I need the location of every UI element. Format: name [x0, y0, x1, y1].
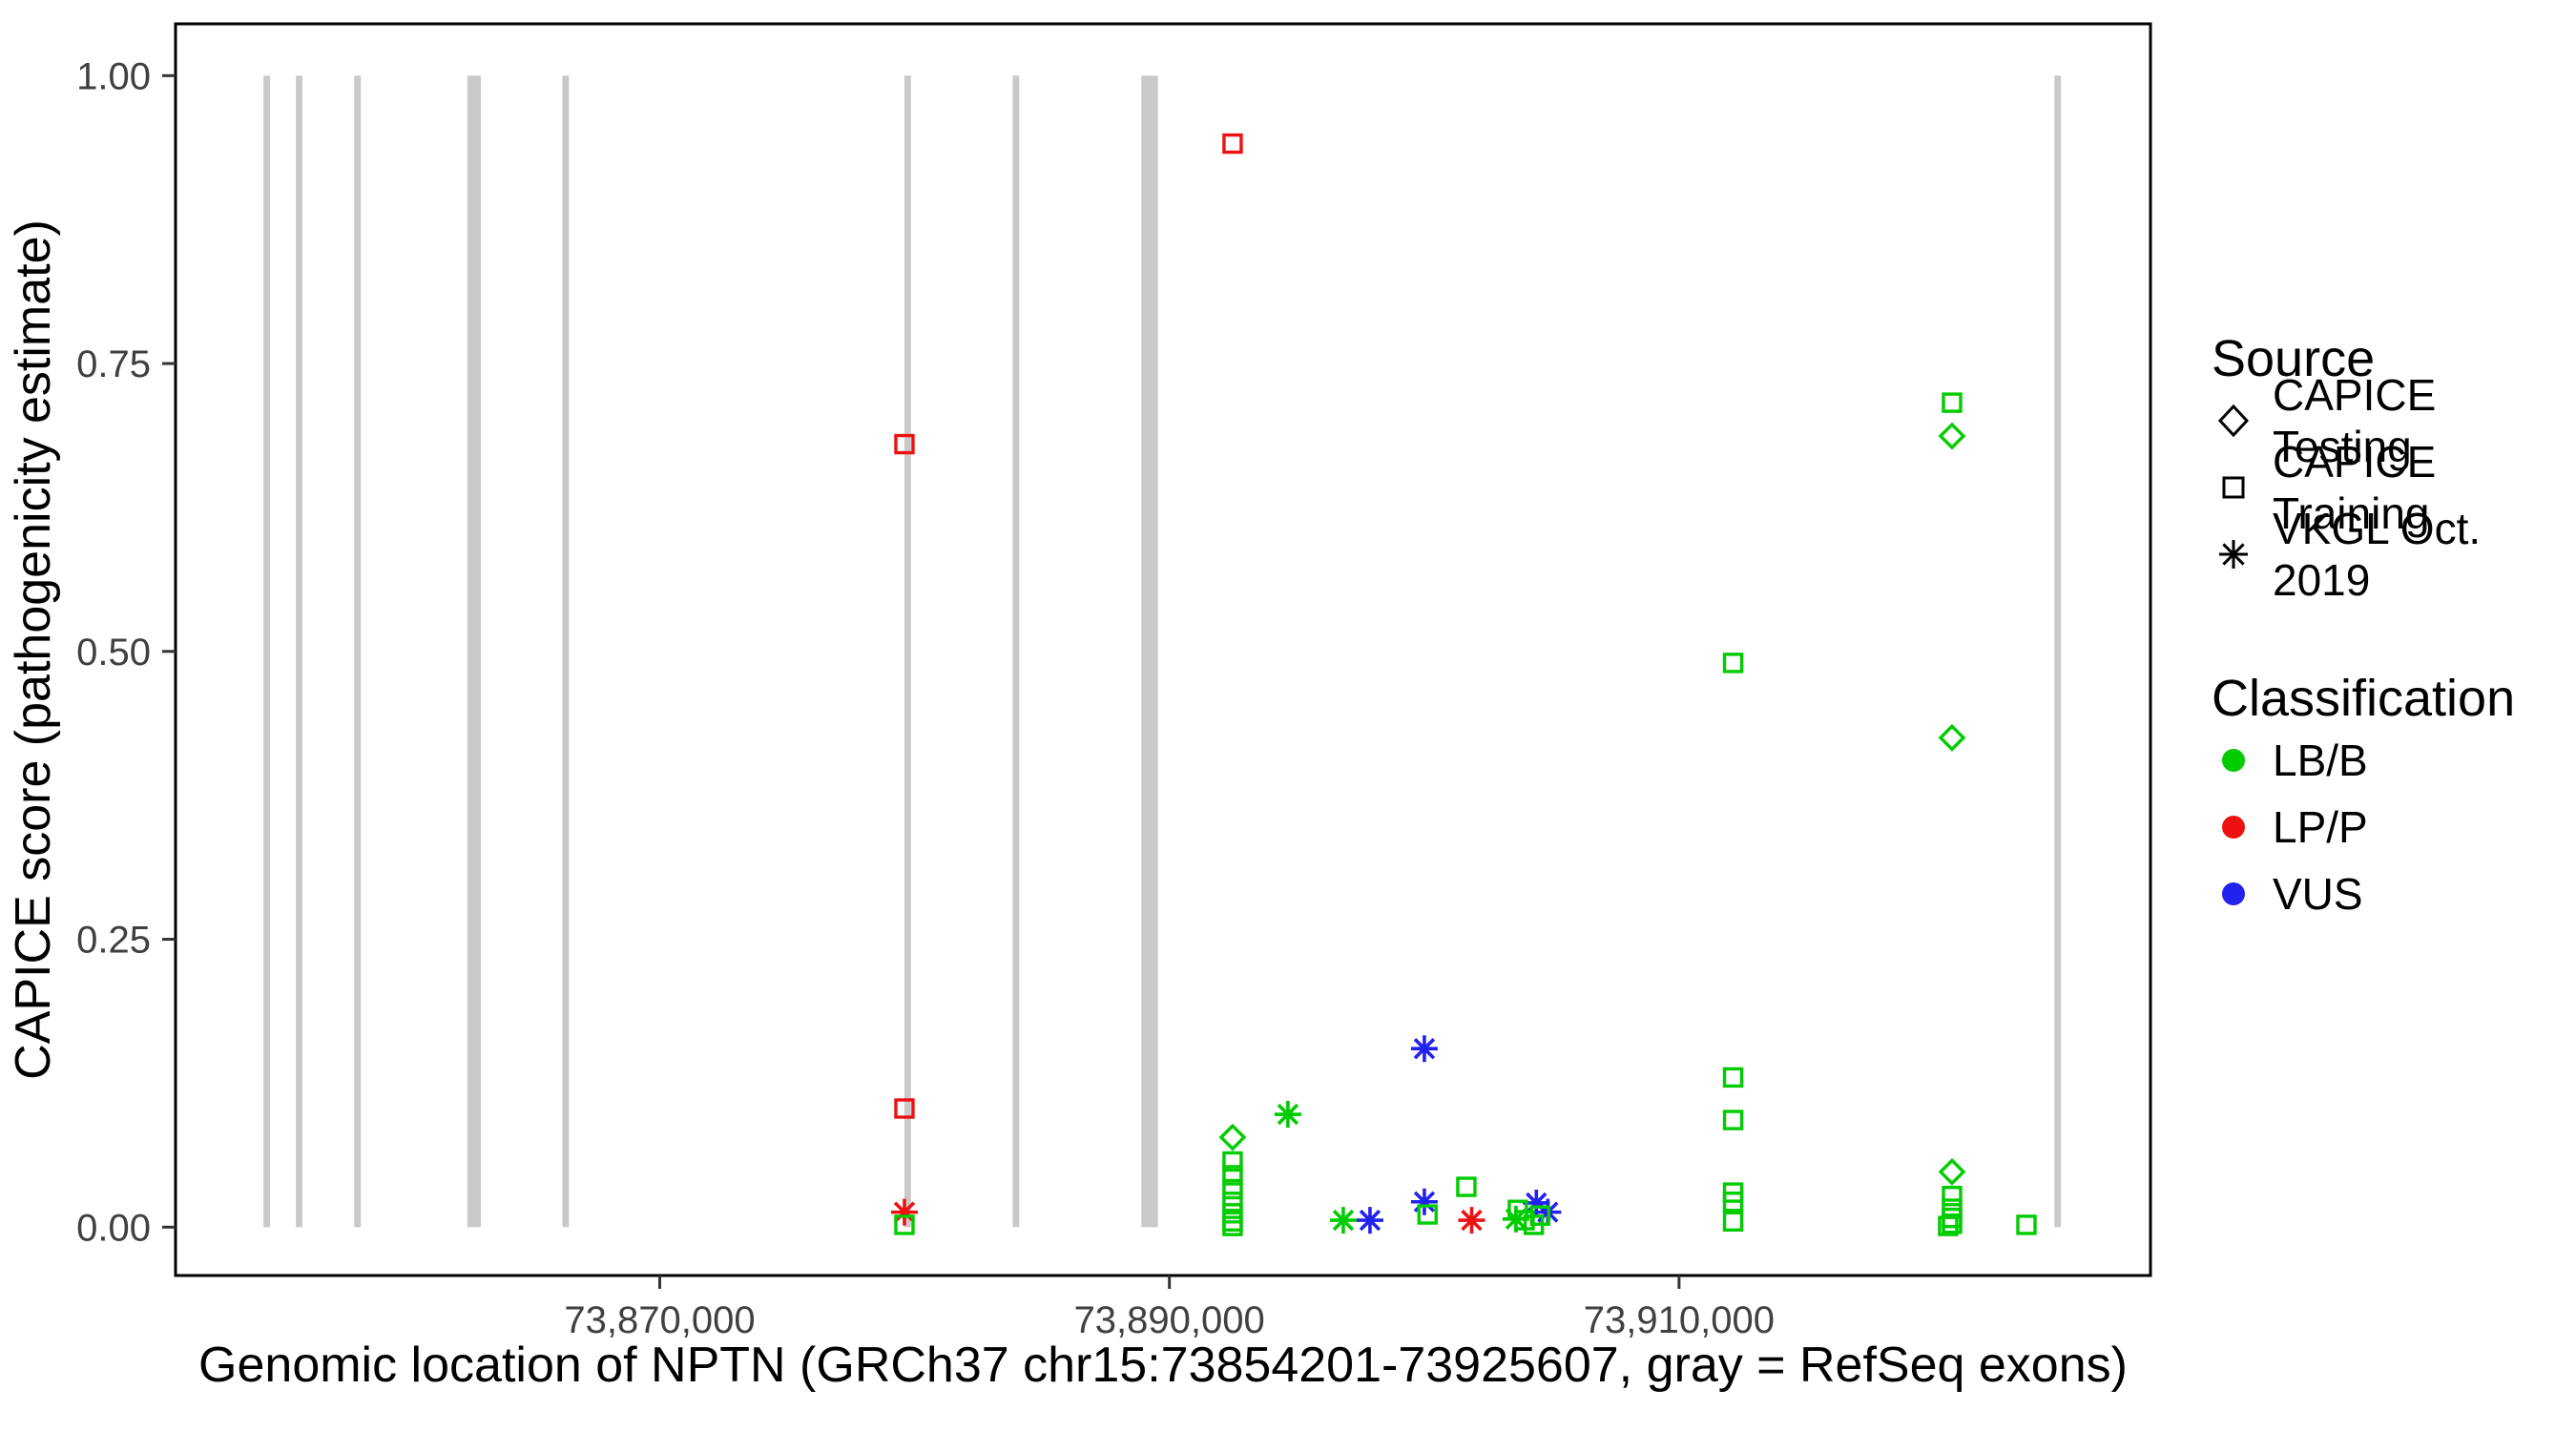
y-axis-tick-label: 0.00: [76, 1207, 151, 1249]
lbb-color-dot: [2222, 749, 2245, 772]
square-icon: [2212, 466, 2255, 509]
legend-item-label: LB/B: [2273, 736, 2368, 785]
refseq-exon-bar: [2054, 75, 2062, 1228]
legend-item-capice-training: CAPICE Training: [2212, 437, 2576, 538]
data-point-square: [1942, 1213, 1963, 1234]
data-point-square: [1722, 1067, 1744, 1089]
legend-item-capice-testing: CAPICE Testing: [2212, 370, 2576, 471]
data-point-square: [894, 1098, 915, 1119]
x-axis-tick-label: 73,890,000: [1074, 1299, 1265, 1341]
data-point-diamond: [1938, 723, 1966, 752]
data-point-asterisk: [890, 1198, 918, 1226]
diamond-icon: [2212, 399, 2255, 443]
data-point-square: [1222, 1165, 1243, 1186]
data-point-square: [1222, 1215, 1243, 1236]
legend-classification-title: Classification: [2212, 670, 2516, 727]
legend-item-lpp: LP/P: [2212, 794, 2576, 861]
data-point-square: [1529, 1205, 1551, 1226]
asterisk-icon: [2212, 532, 2255, 576]
refseq-exon-bar: [296, 75, 303, 1228]
refseq-exon-bar: [562, 75, 570, 1228]
legend-source: Source CAPICE Testing CAPICE Training VK…: [2212, 330, 2576, 605]
plot-panel-border: [174, 22, 2152, 1277]
data-point-square: [1456, 1176, 1477, 1197]
x-axis-tick-label: 73,870,000: [564, 1299, 755, 1341]
y-axis-tick-label: 1.00: [76, 55, 151, 97]
y-axis-tick-label: 0.50: [76, 632, 151, 674]
data-point-diamond: [1938, 422, 1966, 450]
data-point-square: [894, 433, 915, 455]
data-point-square: [1938, 1215, 1959, 1236]
data-point-square: [1722, 1110, 1744, 1130]
data-point-asterisk: [1274, 1101, 1301, 1129]
legend-source-title: Source: [2212, 330, 2376, 387]
legend-item-label: CAPICE Testing: [2273, 370, 2437, 471]
data-point-asterisk: [1329, 1207, 1357, 1234]
data-point-square: [1722, 1192, 1744, 1213]
lpp-color-dot: [2222, 816, 2245, 839]
legend-classification: Classification LB/B LP/P VUS: [2212, 670, 2576, 927]
data-point-square: [894, 1214, 915, 1235]
data-point-square: [1722, 653, 1744, 674]
data-point-square: [1722, 1211, 1744, 1232]
legend-item-label: VKGL Oct. 2019: [2273, 504, 2482, 605]
data-point-asterisk: [1523, 1189, 1550, 1216]
refseq-exon-bar: [1141, 75, 1158, 1228]
data-point-asterisk: [1356, 1207, 1383, 1234]
refseq-exon-bar: [904, 75, 911, 1228]
x-axis-tick-label: 73,910,000: [1584, 1299, 1775, 1341]
data-point-square: [1222, 1151, 1243, 1172]
y-axis-label: CAPICE score (pathogenicity estimate): [6, 219, 61, 1080]
legend-item-vus: VUS: [2212, 861, 2576, 927]
data-point-square: [1222, 1178, 1243, 1200]
data-point-square: [1222, 133, 1243, 155]
data-point-square: [1507, 1199, 1528, 1220]
refseq-exon-bar: [263, 75, 271, 1228]
data-point-diamond: [1218, 1123, 1247, 1151]
y-axis-tick-label: 0.25: [76, 920, 151, 962]
data-point-square: [1417, 1204, 1438, 1225]
refseq-exon-bar: [354, 75, 362, 1228]
refseq-exon-bar: [467, 75, 481, 1228]
data-point-asterisk: [1410, 1188, 1438, 1215]
data-point-asterisk: [1410, 1035, 1438, 1063]
legend-item-label: VUS: [2273, 869, 2363, 919]
data-point-square: [1942, 392, 1963, 413]
data-point-square: [2016, 1214, 2037, 1235]
legend-gap: [2212, 588, 2576, 670]
y-axis-tick-label: 0.75: [76, 343, 151, 385]
data-point-square: [1222, 1192, 1243, 1213]
legend-item-label: LP/P: [2273, 802, 2368, 852]
x-axis-label: Genomic location of NPTN (GRCh37 chr15:7…: [198, 1338, 2128, 1393]
legend-item-vkgl: VKGL Oct. 2019: [2212, 504, 2576, 605]
vus-color-dot: [2222, 882, 2245, 905]
legend-item-lbb: LB/B: [2212, 727, 2576, 794]
legend: Source CAPICE Testing CAPICE Training VK…: [2212, 330, 2576, 927]
data-point-square: [1942, 1186, 1963, 1207]
data-point-diamond: [1938, 1157, 1966, 1186]
legend-item-label: CAPICE Training: [2273, 437, 2437, 538]
data-point-asterisk: [1458, 1207, 1485, 1234]
refseq-exon-bar: [1012, 75, 1020, 1228]
